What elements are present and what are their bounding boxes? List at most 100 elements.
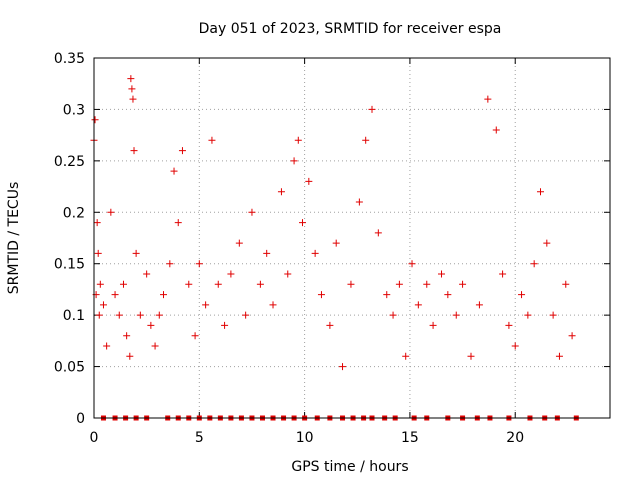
x-tick-label: 10 [296, 430, 314, 446]
data-point [214, 280, 222, 288]
x-tick-label: 0 [90, 430, 99, 446]
data-point [347, 280, 355, 288]
data-point [103, 342, 111, 350]
data-point [115, 311, 123, 319]
data-point [126, 352, 134, 360]
data-point [562, 280, 570, 288]
data-point [499, 270, 507, 278]
y-tick-label: 0 [76, 411, 85, 427]
y-tick-label: 0.3 [63, 102, 85, 118]
data-point [389, 311, 397, 319]
data-point [452, 311, 460, 319]
data-point [467, 352, 475, 360]
data-point [543, 239, 551, 247]
data-point [119, 280, 127, 288]
data-point [91, 116, 99, 124]
data-point [170, 167, 178, 175]
data-point [123, 332, 131, 340]
data-point [505, 321, 513, 329]
data-point [96, 280, 104, 288]
data-point [129, 95, 137, 103]
data-point [555, 352, 563, 360]
data-point [195, 260, 203, 268]
data-point [429, 321, 437, 329]
y-tick-label: 0.15 [54, 257, 85, 273]
data-point [568, 332, 576, 340]
chart-title: Day 051 of 2023, SRMTID for receiver esp… [199, 21, 502, 37]
data-point [524, 311, 532, 319]
data-point [107, 208, 115, 216]
data-point [166, 260, 174, 268]
x-axis-label: GPS time / hours [291, 459, 408, 475]
data-point [294, 136, 302, 144]
data-point [191, 332, 199, 340]
data-point [511, 342, 519, 350]
data-point [95, 311, 103, 319]
data-point [536, 188, 544, 196]
data-point [299, 219, 307, 227]
data-point [518, 291, 526, 299]
data-point [317, 291, 325, 299]
data-point [459, 280, 467, 288]
data-point [438, 270, 446, 278]
data-point [362, 136, 370, 144]
data-point [127, 75, 135, 83]
data-point [99, 301, 107, 309]
y-tick-label: 0.25 [54, 154, 85, 170]
x-tick-label: 15 [401, 430, 419, 446]
data-point [93, 219, 101, 227]
data-point [332, 239, 340, 247]
data-point [326, 321, 334, 329]
y-tick-label: 0.2 [63, 205, 85, 221]
data-points [90, 75, 579, 421]
y-axis-label: SRMTID / TECUs [6, 182, 22, 295]
y-tick-label: 0.1 [63, 308, 85, 324]
data-point [111, 291, 119, 299]
y-tick-label: 0.35 [54, 51, 85, 67]
data-point [402, 352, 410, 360]
data-point [395, 280, 403, 288]
plot-frame [93, 57, 611, 419]
data-point [174, 219, 182, 227]
data-point [221, 321, 229, 329]
data-point [136, 311, 144, 319]
data-point [383, 291, 391, 299]
data-point [284, 270, 292, 278]
data-point [444, 291, 452, 299]
data-point [475, 301, 483, 309]
data-point [290, 157, 298, 165]
data-point [185, 280, 193, 288]
data-point [155, 311, 163, 319]
data-point [151, 342, 159, 350]
data-point [160, 291, 168, 299]
data-point [128, 85, 136, 93]
x-tick-label: 20 [506, 430, 524, 446]
data-point [248, 208, 256, 216]
data-point [423, 280, 431, 288]
data-point [355, 198, 363, 206]
data-point [94, 249, 102, 257]
data-point [414, 301, 422, 309]
data-point [311, 249, 319, 257]
y-tick-label: 0.05 [54, 360, 85, 376]
data-point [374, 229, 382, 237]
data-point [256, 280, 264, 288]
grid [94, 58, 610, 418]
data-point [277, 188, 285, 196]
data-point [408, 260, 416, 268]
data-point [242, 311, 250, 319]
data-point [263, 249, 271, 257]
data-point [269, 301, 277, 309]
data-point [227, 270, 235, 278]
data-point [549, 311, 557, 319]
data-point [530, 260, 538, 268]
data-point [143, 270, 151, 278]
data-point [492, 126, 500, 134]
data-point [339, 363, 347, 371]
data-point [368, 105, 376, 113]
x-tick-label: 5 [195, 430, 204, 446]
data-point [130, 147, 138, 155]
data-point [305, 177, 313, 185]
data-point [147, 321, 155, 329]
